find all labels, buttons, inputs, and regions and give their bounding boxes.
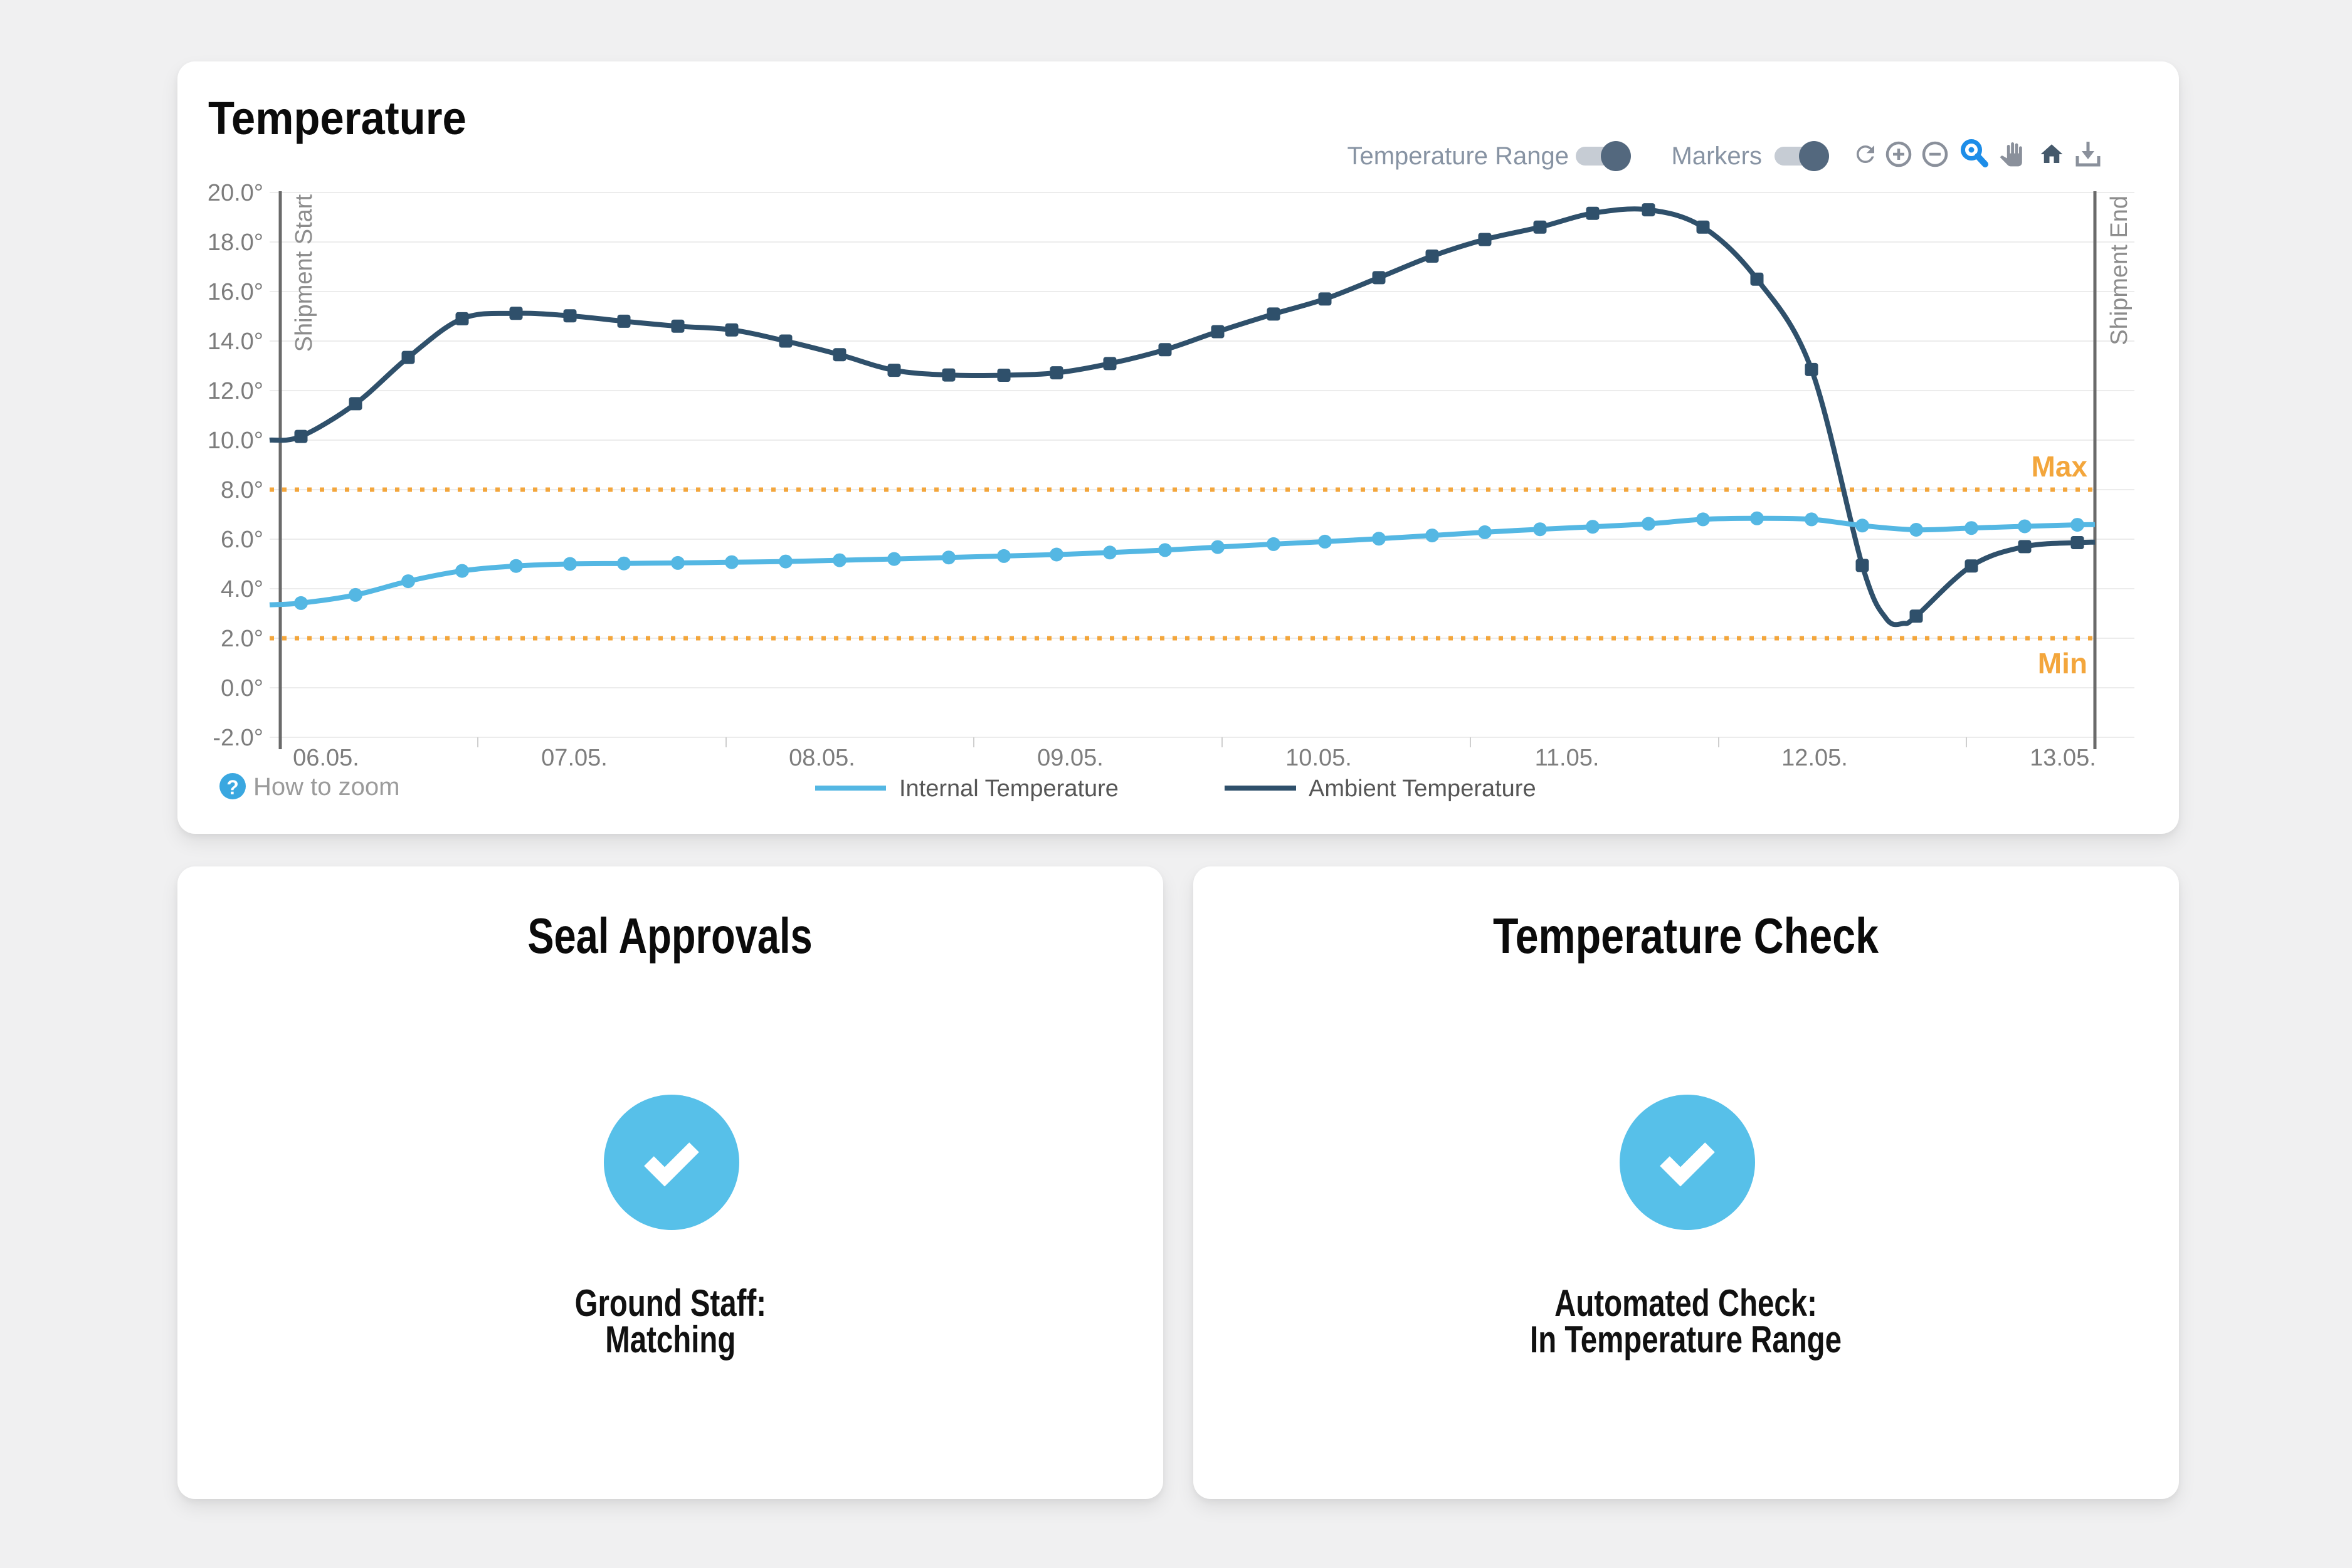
svg-text:6.0°: 6.0° (221, 527, 263, 553)
svg-text:0.0°: 0.0° (221, 675, 263, 702)
svg-text:Internal Temperature: Internal Temperature (899, 776, 1119, 802)
svg-text:14.0°: 14.0° (208, 329, 263, 355)
svg-text:2.0°: 2.0° (221, 626, 263, 652)
svg-text:16.0°: 16.0° (208, 279, 263, 305)
svg-text:Ambient Temperature: Ambient Temperature (1309, 776, 1536, 802)
svg-text:12.05.: 12.05. (1781, 745, 1848, 771)
svg-text:08.05.: 08.05. (789, 745, 855, 771)
svg-text:How to zoom: How to zoom (253, 773, 399, 801)
svg-text:12.0°: 12.0° (208, 378, 263, 404)
svg-text:Shipment End: Shipment End (2106, 196, 2133, 345)
svg-text:06.05.: 06.05. (293, 745, 359, 771)
svg-text:18.0°: 18.0° (208, 229, 263, 256)
svg-text:07.05.: 07.05. (541, 745, 608, 771)
svg-text:Temperature Range: Temperature Range (1347, 142, 1569, 170)
svg-text:09.05.: 09.05. (1037, 745, 1104, 771)
svg-text:4.0°: 4.0° (221, 576, 263, 602)
svg-text:Max: Max (2032, 450, 2088, 483)
svg-text:Min: Min (2038, 647, 2087, 680)
svg-text:13.05.: 13.05. (2030, 745, 2096, 771)
svg-text:Shipment Start: Shipment Start (291, 194, 317, 352)
svg-text:10.05.: 10.05. (1285, 745, 1352, 771)
svg-text:20.0°: 20.0° (208, 180, 263, 206)
svg-text:8.0°: 8.0° (221, 477, 263, 503)
svg-text:10.0°: 10.0° (208, 428, 263, 454)
svg-text:-2.0°: -2.0° (213, 725, 263, 751)
svg-text:11.05.: 11.05. (1535, 745, 1600, 771)
svg-text:?: ? (226, 776, 239, 799)
svg-text:Markers: Markers (1672, 142, 1762, 170)
